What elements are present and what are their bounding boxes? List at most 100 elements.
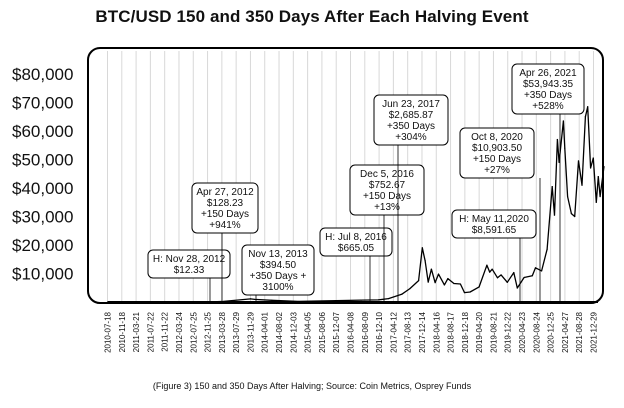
x-tick-label: 2017-12-14 <box>418 311 427 352</box>
price-point <box>222 300 224 303</box>
price-point <box>254 298 256 301</box>
x-tick-label: 2016-12-10 <box>375 311 384 352</box>
x-tick-label: 2011-07-22 <box>146 311 155 352</box>
y-tick-label: $60,000 <box>12 122 73 141</box>
x-tick-label: 2010-07-18 <box>104 311 113 352</box>
price-point <box>430 268 432 270</box>
annotation-box <box>319 227 393 257</box>
annotation-box <box>241 244 315 296</box>
annotation-text: Nov 13, 2013 <box>248 249 308 260</box>
price-point <box>421 247 423 249</box>
annotation-text: $2,685.87 <box>389 110 434 121</box>
price-point <box>424 260 426 262</box>
annotation-text: +13% <box>374 202 400 213</box>
x-tick-label: 2012-11-25 <box>204 311 213 352</box>
y-tick-label: $80,000 <box>12 65 73 84</box>
annotation-text: +350 Days <box>387 121 435 132</box>
x-tick-label: 2020-12-25 <box>547 311 556 352</box>
price-point <box>249 298 252 300</box>
price-point <box>540 270 543 272</box>
x-tick-label: 2021-12-29 <box>590 311 599 352</box>
annotation-box <box>373 94 449 146</box>
y-tick-label: $30,000 <box>12 208 73 227</box>
y-tick-label: $10,000 <box>12 265 73 284</box>
y-tick-label: $40,000 <box>12 179 73 198</box>
price-point <box>453 282 455 285</box>
annotation-text: Jun 23, 2017 <box>382 99 440 110</box>
x-tick-label: 2013-11-29 <box>246 311 255 352</box>
price-point <box>207 301 209 303</box>
y-tick-label: $70,000 <box>12 94 73 113</box>
price-point <box>577 160 580 162</box>
price-point <box>531 275 533 277</box>
annotation-text: $752.67 <box>369 180 406 191</box>
price-point <box>427 281 429 283</box>
x-tick-label: 2020-04-23 <box>518 311 527 352</box>
price-point <box>589 167 592 169</box>
price-point <box>144 301 146 303</box>
price-point <box>469 291 471 293</box>
annotation-text: +150 Days <box>363 191 411 202</box>
price-point <box>271 299 273 301</box>
price-point <box>558 161 560 163</box>
annotation-text: +150 Days <box>201 209 249 220</box>
price-point <box>581 184 583 186</box>
annotation-text: H: May 11,2020 <box>459 214 529 225</box>
x-tick-label: 2012-07-25 <box>189 311 198 352</box>
price-point <box>556 138 558 141</box>
annotation-text: +304% <box>395 132 427 143</box>
price-point <box>387 297 390 300</box>
x-tick-label: 2021-08-28 <box>575 311 584 352</box>
annotation-text: $394.50 <box>260 260 297 271</box>
price-point <box>489 271 491 273</box>
x-tick-label: 2015-12-07 <box>332 311 341 352</box>
price-point <box>523 276 525 279</box>
price-point <box>486 264 488 266</box>
price-point <box>500 274 502 276</box>
annotation-text: +27% <box>484 165 510 176</box>
price-point <box>360 299 362 301</box>
x-tick-label: 2018-12-18 <box>461 311 470 352</box>
price-point <box>534 267 537 269</box>
price-point <box>437 273 440 275</box>
annotation-text: Apr 27, 2012 <box>196 187 254 198</box>
annotation-text: $8,591.65 <box>472 225 517 236</box>
annotation-box <box>511 63 585 115</box>
price-point <box>377 299 380 301</box>
price-point <box>434 282 436 284</box>
price-point <box>297 300 299 303</box>
annotation-box <box>349 164 425 216</box>
price-point <box>459 283 462 285</box>
price-point <box>574 215 576 218</box>
price-point <box>597 176 599 178</box>
x-tick-label: 2015-08-06 <box>318 311 327 352</box>
x-tick-label: 2019-04-20 <box>475 311 484 352</box>
annotation-text: Dec 5, 2016 <box>360 169 414 180</box>
annotation-text: $53,943.35 <box>523 79 573 90</box>
x-tick-label: 2014-04-01 <box>261 311 270 352</box>
y-tick-label: $20,000 <box>12 236 73 255</box>
price-point <box>447 278 449 280</box>
x-tick-label: 2018-04-16 <box>432 311 441 352</box>
x-tick-label: 2016-04-08 <box>347 311 356 352</box>
x-tick-label: 2012-03-24 <box>175 311 184 352</box>
annotation-text: $665.05 <box>338 243 375 254</box>
price-point <box>551 185 553 188</box>
annotation-text: +350 Days + <box>250 271 307 282</box>
price-point <box>478 286 480 288</box>
annotation-text: H: Jul 8, 2016 <box>325 232 387 243</box>
price-point <box>418 280 420 282</box>
price-point <box>599 195 601 198</box>
annotation-text: +528% <box>532 101 564 112</box>
x-tick-label: 2014-08-02 <box>275 311 284 352</box>
x-tick-label: 2010-11-18 <box>118 311 127 352</box>
x-tick-label: 2013-07-29 <box>232 311 241 352</box>
price-point <box>595 201 597 203</box>
price-point <box>443 284 445 286</box>
annotation-text: +150 Days <box>473 154 521 165</box>
price-point <box>106 301 109 303</box>
price-point <box>516 287 518 289</box>
x-tick-label: 2015-04-05 <box>304 311 313 352</box>
price-point <box>566 195 569 198</box>
price-point <box>463 291 466 294</box>
